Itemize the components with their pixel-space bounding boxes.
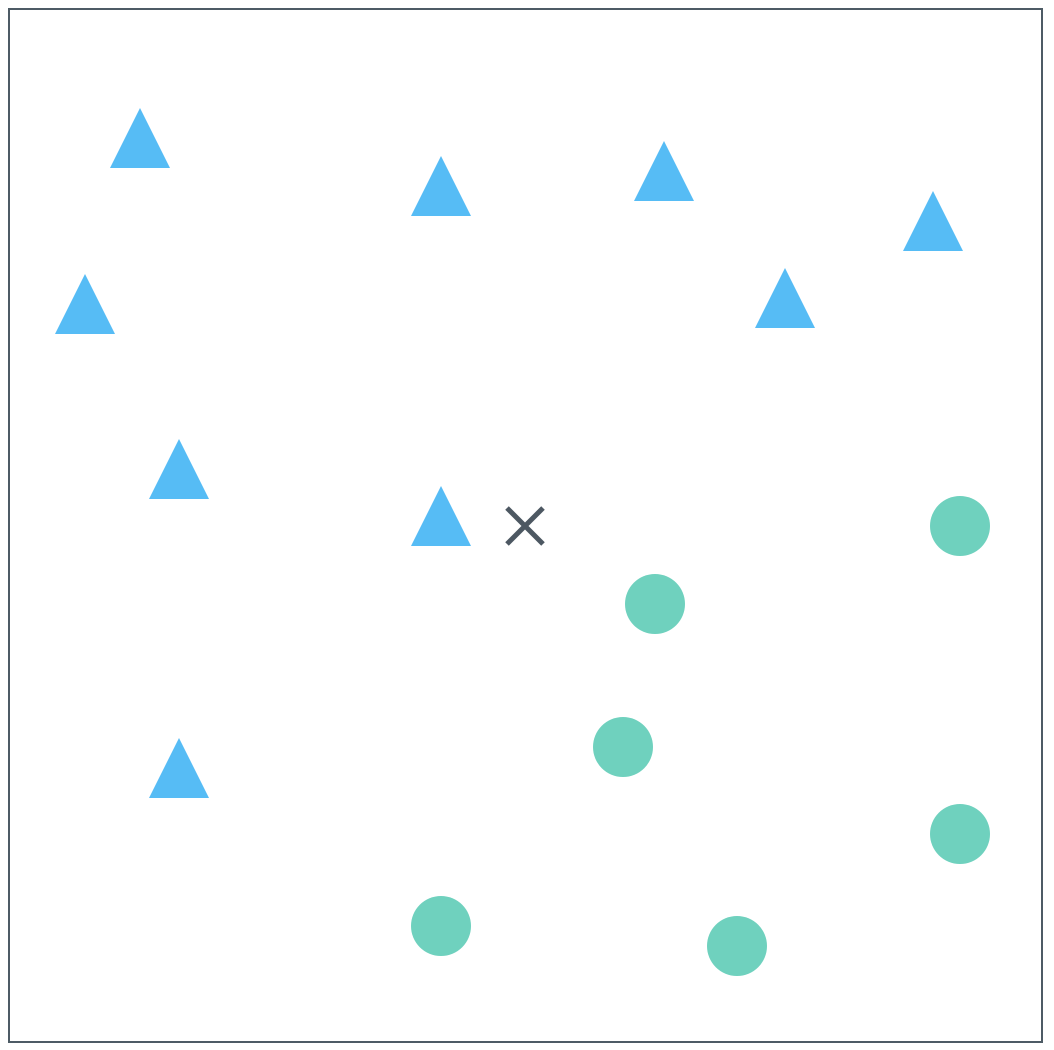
circle-marker xyxy=(930,496,990,556)
circle-marker xyxy=(593,717,653,777)
circle-marker xyxy=(930,804,990,864)
circle-marker xyxy=(707,916,767,976)
triangle-marker xyxy=(634,141,694,201)
triangle-marker xyxy=(411,156,471,216)
diagram-marks xyxy=(55,108,990,976)
circle-marker xyxy=(411,896,471,956)
triangle-marker xyxy=(149,439,209,499)
triangle-marker xyxy=(755,268,815,328)
triangle-marker xyxy=(149,738,209,798)
triangle-marker xyxy=(55,274,115,334)
triangle-marker xyxy=(903,191,963,251)
triangle-marker xyxy=(411,486,471,546)
circle-marker xyxy=(625,574,685,634)
triangle-marker xyxy=(110,108,170,168)
cross-icon xyxy=(505,506,545,546)
